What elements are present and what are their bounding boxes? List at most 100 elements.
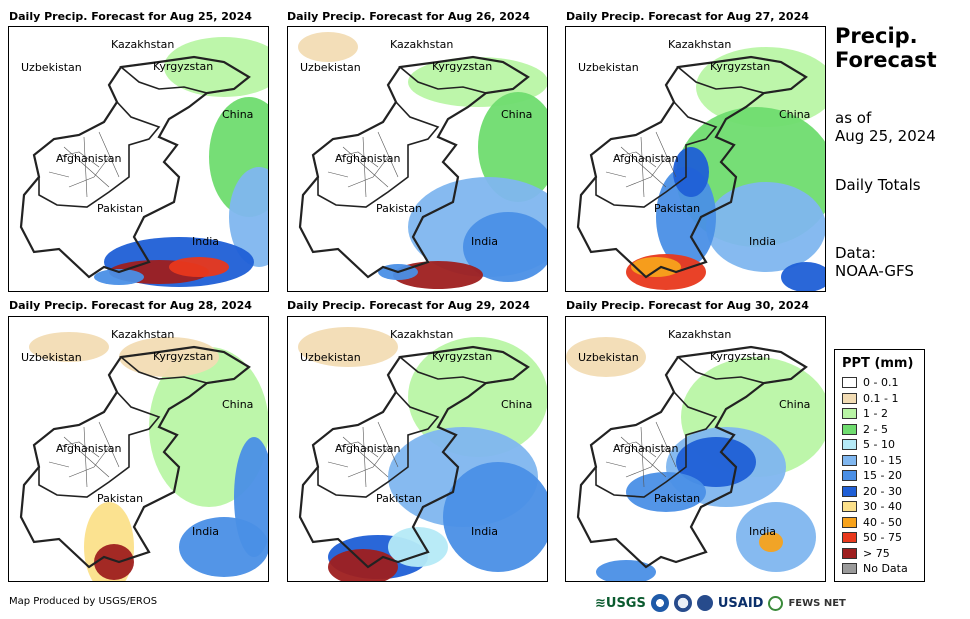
precip-area [676, 437, 756, 487]
precip-area [234, 437, 268, 557]
map-label-pakistan: Pakistan [654, 202, 700, 215]
map-label-kazakhstan: Kazakhstan [668, 38, 731, 51]
precip-area [626, 472, 706, 512]
precip-area [566, 337, 646, 377]
map-label-afghanistan: Afghanistan [56, 442, 122, 455]
legend-label: 40 - 50 [863, 515, 902, 529]
province-boundary [342, 421, 399, 488]
precip-area [631, 257, 681, 277]
precip-area [229, 167, 268, 267]
province-boundary [48, 151, 110, 188]
map-label-india: India [471, 525, 498, 538]
legend-swatch [842, 485, 857, 497]
legend-item: No Data [842, 561, 924, 577]
precip-area [463, 212, 547, 282]
precip-area [596, 560, 656, 581]
legend-label: 50 - 75 [863, 531, 902, 545]
legend-item: 5 - 10 [842, 437, 924, 453]
province-boundary [327, 441, 389, 478]
map-credit: Map Produced by USGS/EROS [9, 596, 158, 607]
legend-label: 0.1 - 1 [863, 391, 899, 405]
precip-area [169, 257, 229, 277]
panel-title-4: Daily Precip. Forecast for Aug 28, 2024 [9, 299, 252, 312]
precip-area [759, 532, 783, 552]
map-label-pakistan: Pakistan [376, 202, 422, 215]
forecast-title-line2: Forecast [835, 48, 937, 72]
legend-swatch [842, 423, 857, 435]
precip-map: Kazakhstan Uzbekistan Kyrgyzstan China Afgha… [566, 328, 825, 581]
precip-area [94, 544, 134, 580]
map-label-kyrgyzstan: Kyrgyzstan [710, 60, 770, 73]
map-label-china: China [779, 398, 810, 411]
map-label-india: India [471, 235, 498, 248]
map-label-kazakhstan: Kazakhstan [111, 38, 174, 51]
precip-area [673, 147, 709, 197]
province-boundary [63, 421, 120, 488]
precip-area [393, 261, 483, 289]
as-of-date: as of Aug 25, 2024 [835, 109, 936, 145]
map-label-afghanistan: Afghanistan [56, 152, 122, 165]
precip-area [706, 182, 825, 272]
data-source-value: NOAA-GFS [835, 262, 914, 280]
data-source: Data: NOAA-GFS [835, 244, 914, 280]
nasa-seal-icon [673, 594, 692, 612]
map-label-uzbekistan: Uzbekistan [578, 351, 639, 364]
precip-area [781, 262, 825, 291]
map-label-china: China [501, 108, 532, 121]
precip-map: Kazakhstan Uzbekistan Kyrgyzstan China Afgha… [576, 38, 825, 291]
map-panel-1: Kazakhstan Uzbekistan Kyrgyzstan China Afgha… [8, 26, 269, 292]
forecast-title: Precip. Forecast [835, 24, 937, 72]
precip-area [478, 92, 547, 202]
map-label-kazakhstan: Kazakhstan [111, 328, 174, 341]
map-label-china: China [222, 108, 253, 121]
map-label-india: India [192, 235, 219, 248]
logo-bar: ≋USGS USAID FEWS NET [595, 592, 846, 614]
legend-swatch [842, 547, 857, 559]
legend-label: 30 - 40 [863, 500, 902, 514]
precip-area [298, 32, 358, 62]
legend-item: 50 - 75 [842, 530, 924, 546]
usgs-logo: ≋USGS [595, 595, 646, 611]
usaid-logo: USAID [717, 595, 764, 611]
legend-swatch [842, 439, 857, 451]
legend-item: 10 - 15 [842, 453, 924, 469]
fews-globe-icon [768, 595, 784, 611]
precip-area [408, 337, 547, 457]
precip-map: Kazakhstan Uzbekistan Kyrgyzstan China Afgha… [19, 328, 268, 581]
panel-title-2: Daily Precip. Forecast for Aug 26, 2024 [287, 10, 530, 23]
panel-title-5: Daily Precip. Forecast for Aug 29, 2024 [287, 299, 530, 312]
map-label-pakistan: Pakistan [97, 492, 143, 505]
legend-title: PPT (mm) [842, 356, 914, 371]
map-panel-3: Kazakhstan Uzbekistan Kyrgyzstan China Afgha… [565, 26, 826, 292]
legend-item: 40 - 50 [842, 515, 924, 531]
legend-label: > 75 [863, 546, 890, 560]
legend-item: 0.1 - 1 [842, 391, 924, 407]
map-label-kyrgyzstan: Kyrgyzstan [710, 350, 770, 363]
precip-area [696, 47, 825, 127]
map-label-uzbekistan: Uzbekistan [300, 351, 361, 364]
map-label-kyrgyzstan: Kyrgyzstan [432, 60, 492, 73]
map-label-afghanistan: Afghanistan [335, 152, 401, 165]
precip-area [94, 269, 144, 285]
map-label-pakistan: Pakistan [654, 492, 700, 505]
map-label-kyrgyzstan: Kyrgyzstan [432, 350, 492, 363]
map-label-pakistan: Pakistan [376, 492, 422, 505]
province-boundary [342, 131, 399, 198]
province-boundary [48, 441, 110, 478]
daily-totals-label: Daily Totals [835, 176, 921, 194]
legend-label: 20 - 30 [863, 484, 902, 498]
precip-map: Kazakhstan Uzbekistan Kyrgyzstan China Afgha… [298, 327, 547, 581]
precip-map: Kazakhstan Uzbekistan Kyrgyzstan China Afgha… [19, 37, 268, 287]
precip-area [298, 327, 398, 367]
legend-swatch [842, 501, 857, 513]
fews-net-logo: FEWS NET [788, 597, 846, 609]
province-boundary [327, 151, 389, 188]
legend-item: 2 - 5 [842, 422, 924, 438]
map-label-china: China [779, 108, 810, 121]
precip-area [29, 332, 109, 362]
panel-title-6: Daily Precip. Forecast for Aug 30, 2024 [566, 299, 809, 312]
map-label-china: China [501, 398, 532, 411]
region-outline [576, 55, 808, 279]
